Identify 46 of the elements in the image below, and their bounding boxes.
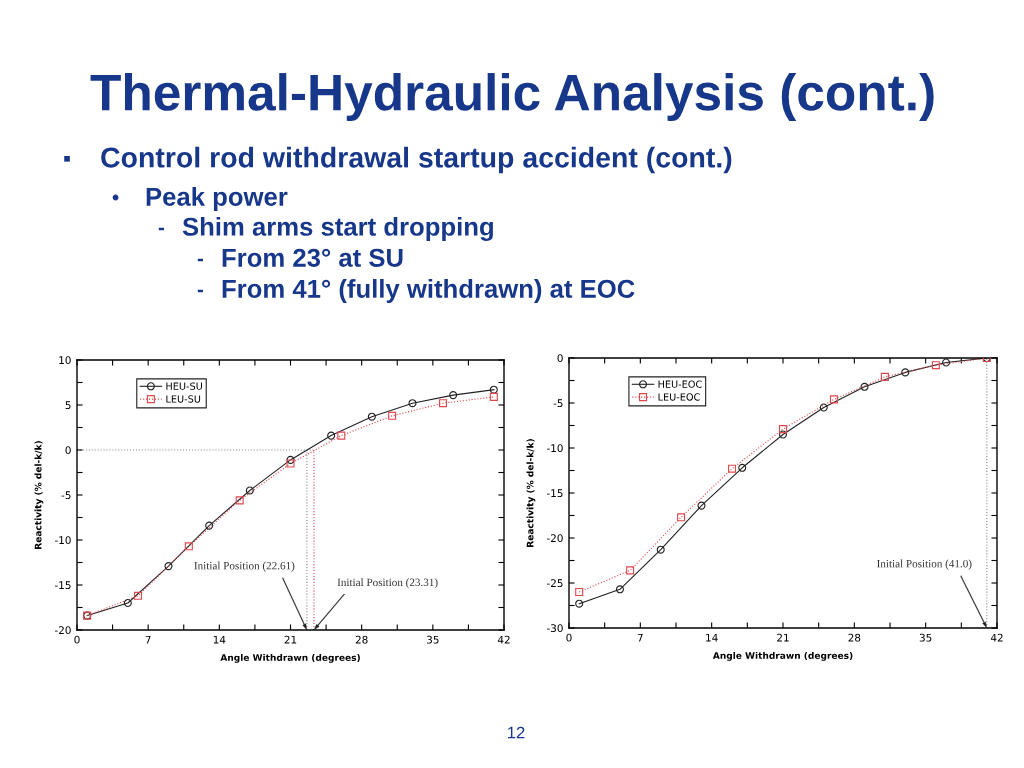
x-tick-label: 35 bbox=[919, 633, 932, 642]
text: - From 23° at SU bbox=[197, 248, 403, 267]
y-tick-label: -15 bbox=[54, 581, 71, 590]
y-tick-label: -15 bbox=[546, 489, 563, 498]
x-tick-label: 0 bbox=[566, 633, 572, 642]
y-axis-title: Reactivity (% del-k/k) bbox=[526, 439, 536, 547]
legend-label: LEU-EOC bbox=[658, 393, 700, 401]
y-tick-label: -20 bbox=[54, 626, 71, 635]
y-tick-label: -25 bbox=[546, 579, 563, 588]
y-tick-label: 0 bbox=[65, 446, 71, 455]
y-tick-label: -20 bbox=[546, 534, 563, 543]
x-tick-label: 35 bbox=[427, 635, 439, 644]
legend-label: HEU-EOC bbox=[658, 380, 702, 388]
text: - From 41° (fully withdrawn) at EOC bbox=[197, 279, 635, 303]
ref-line-label: Initial Position (23.31) bbox=[337, 578, 438, 589]
x-tick-label: 28 bbox=[848, 633, 861, 642]
legend-label: LEU-SU bbox=[166, 395, 201, 403]
x-tick-label: 0 bbox=[74, 635, 80, 644]
x-tick-label: 14 bbox=[706, 633, 718, 642]
ref-line-label: Initial Position (41.0) bbox=[877, 559, 972, 570]
text: - Shim arms start dropping bbox=[158, 216, 493, 242]
y-tick-label: 10 bbox=[59, 356, 71, 365]
x-tick-label: 28 bbox=[355, 635, 368, 644]
text: 12 bbox=[508, 726, 525, 739]
y-tick-label: -10 bbox=[546, 444, 563, 453]
x-tick-label: 7 bbox=[637, 633, 643, 642]
x-tick-label: 42 bbox=[990, 633, 1003, 642]
y-tick-label: -30 bbox=[546, 624, 563, 633]
ref-line-label: Initial Position (22.61) bbox=[194, 561, 295, 572]
y-tick-label: -5 bbox=[553, 399, 563, 408]
y-tick-label: -10 bbox=[54, 536, 71, 545]
x-tick-label: 42 bbox=[497, 635, 510, 644]
legend-label: HEU-SU bbox=[166, 382, 202, 390]
text: • Peak power bbox=[112, 187, 288, 211]
text: ▪ Control rod withdrawal startup accident (cont.) bbox=[64, 146, 732, 174]
x-tick-label: 14 bbox=[213, 635, 226, 644]
x-tick-label: 7 bbox=[145, 635, 151, 644]
text: Thermal-Hydraulic Analysis (cont.) bbox=[90, 73, 934, 121]
y-tick-label: -5 bbox=[61, 491, 71, 500]
y-tick-label: 5 bbox=[65, 401, 71, 410]
y-tick-label: 0 bbox=[557, 354, 563, 363]
x-tick-label: 21 bbox=[284, 635, 297, 644]
x-axis-title: Angle Withdrawn (degrees) bbox=[220, 653, 360, 663]
x-axis-title: Angle Withdrawn (degrees) bbox=[712, 651, 853, 661]
y-axis-title: Reactivity (% del-k/k) bbox=[34, 441, 44, 549]
x-tick-label: 21 bbox=[777, 633, 789, 642]
